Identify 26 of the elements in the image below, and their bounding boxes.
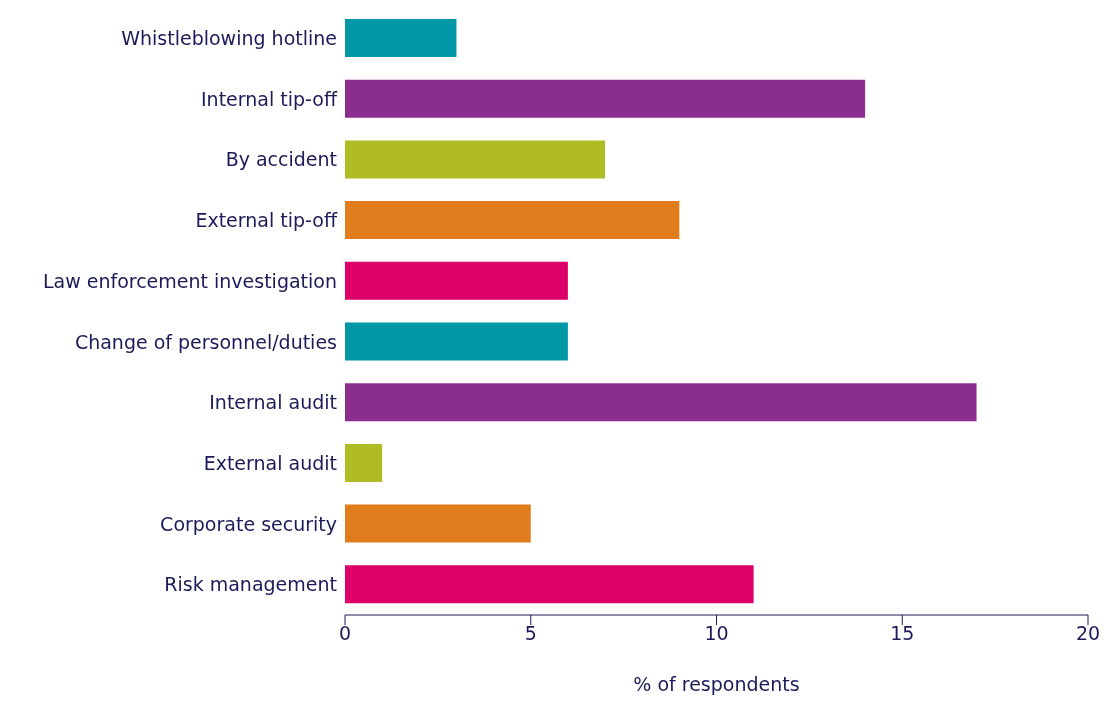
- y-tick-label: By accident: [225, 148, 337, 171]
- bar: [345, 201, 680, 240]
- y-tick-label: External tip-off: [195, 209, 338, 232]
- x-tick-label: 10: [704, 622, 729, 645]
- x-axis-title: % of respondents: [633, 673, 800, 695]
- bar: [345, 261, 568, 300]
- y-tick-label: External audit: [203, 451, 337, 474]
- bar: [345, 79, 866, 118]
- y-tick-label: Risk management: [164, 573, 337, 596]
- bar: [345, 19, 457, 57]
- bar: [345, 383, 977, 422]
- x-tick-label: 20: [1075, 622, 1101, 645]
- y-tick-label: Change of personnel/duties: [74, 330, 337, 353]
- bar: [345, 140, 606, 179]
- y-tick-label: Internal audit: [209, 391, 337, 414]
- bar: [345, 322, 568, 361]
- x-tick-label: 5: [524, 622, 537, 645]
- bar: [345, 565, 754, 604]
- x-tick-label: 15: [890, 622, 915, 645]
- bar: [345, 504, 531, 543]
- bar: [345, 443, 383, 482]
- x-tick-label: 0: [338, 622, 352, 645]
- y-tick-label: Internal tip-off: [201, 87, 338, 110]
- y-tick-label: Corporate security: [160, 512, 337, 535]
- y-tick-label: Law enforcement investigation: [42, 269, 337, 292]
- y-tick-label: Whistleblowing hotline: [121, 27, 337, 50]
